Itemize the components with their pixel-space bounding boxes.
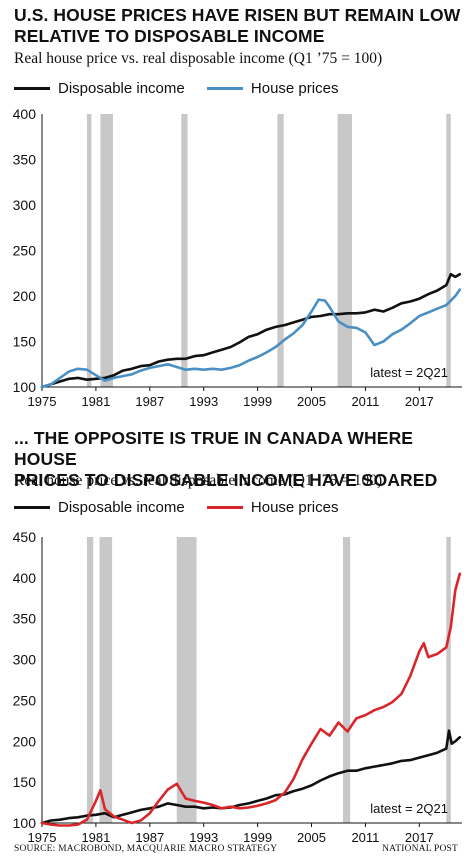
recession-band [181,114,188,387]
y-tick-label: 400 [13,106,37,122]
x-tick-label: 1999 [243,394,272,409]
legend-swatch [206,87,243,90]
x-tick-label: 1981 [81,394,110,409]
y-tick-label: 300 [13,197,37,213]
recession-band [176,537,197,823]
x-tick-label: 2005 [297,394,326,409]
legend-label: Disposable income [58,499,185,516]
legend-item-disposable-income: Disposable income [14,499,185,516]
panel-1-subtitle: Real house price vs. real disposable inc… [14,50,383,67]
legend-swatch [206,506,243,509]
x-tick-label: 1975 [28,830,57,843]
series-line [40,572,462,827]
x-tick-label: 1981 [81,830,110,843]
y-tick-label: 200 [13,733,37,749]
y-tick-label: 400 [13,570,37,586]
x-tick-label: 1987 [135,830,164,843]
panel-2-subtitle: Real house price vs. real disposable inc… [14,472,383,489]
y-tick-label: 250 [13,243,37,259]
panel-1-headline-line2: RELATIVE TO DISPOSABLE INCOME [14,26,325,46]
y-tick-label: 100 [13,379,37,395]
legend-item-disposable-income: Disposable income [14,80,185,97]
y-tick-label: 150 [13,334,37,350]
recession-band [446,537,451,823]
publisher-credit: NATIONAL POST [382,844,458,854]
recession-band [99,537,113,823]
legend-swatch [14,506,50,509]
x-tick-label: 1993 [189,830,218,843]
recession-band [100,114,113,387]
legend-label: House prices [250,80,339,97]
footer: SOURCE: MACROBOND, MACQUARIE MACRO STRAT… [14,844,458,858]
panel-2-legend: Disposable income House prices [14,496,356,516]
panel-1-headline-line1: U.S. HOUSE PRICES HAVE RISEN BUT REMAIN … [14,5,461,25]
x-tick-label: 2011 [351,830,379,843]
recession-band [342,537,351,823]
x-tick-label: 1975 [28,394,57,409]
latest-annotation: latest = 2Q21 [370,365,448,380]
canada-chart: 100 150 200 250 300 350 400 450 1975 1981 1987 1993… [13,529,462,843]
recession-band [86,114,92,387]
y-tick-label: 100 [13,815,37,831]
y-tick-label: 200 [13,288,37,304]
y-tick-label: 350 [13,611,37,627]
recession-band [337,114,352,387]
legend-item-house-prices: House prices [206,499,339,516]
x-tick-label: 1999 [243,830,272,843]
panel-2-headline-line2: PRICES TO DISPOSABLE INCOME HAVE SOARED [14,470,438,490]
legend-label: Disposable income [58,80,185,97]
source-note: SOURCE: MACROBOND, MACQUARIE MACRO STRAT… [14,844,278,854]
panel-1-headline: U.S. HOUSE PRICES HAVE RISEN BUT REMAIN … [14,5,460,47]
x-tick-label: 2017 [405,830,434,843]
y-tick-label: 150 [13,774,37,790]
legend-swatch [14,87,50,90]
recession-band [446,114,451,387]
recession-band [86,537,94,823]
legend-label: House prices [250,499,339,516]
x-tick-label: 2011 [351,394,379,409]
panel-2-headline: ... THE OPPOSITE IS TRUE IN CANADA WHERE… [14,428,472,491]
panel-1-legend: Disposable income House prices [14,77,356,97]
y-tick-label: 350 [13,152,37,168]
legend-item-house-prices: House prices [206,80,339,97]
x-tick-label: 2017 [405,394,434,409]
x-tick-label: 1987 [135,394,164,409]
latest-annotation: latest = 2Q21 [370,801,448,816]
y-tick-label: 300 [13,652,37,668]
us-chart: 100 150 200 250 300 350 400 1975 1981 1987 1993 199… [13,106,462,409]
series-line [40,288,462,389]
x-tick-label: 2005 [297,830,326,843]
panel-2-headline-line1: ... THE OPPOSITE IS TRUE IN CANADA WHERE… [14,428,414,469]
y-tick-label: 450 [13,529,37,545]
x-tick-label: 1993 [189,394,218,409]
y-tick-label: 250 [13,692,37,708]
series-line [40,272,462,389]
recession-band [277,114,284,387]
